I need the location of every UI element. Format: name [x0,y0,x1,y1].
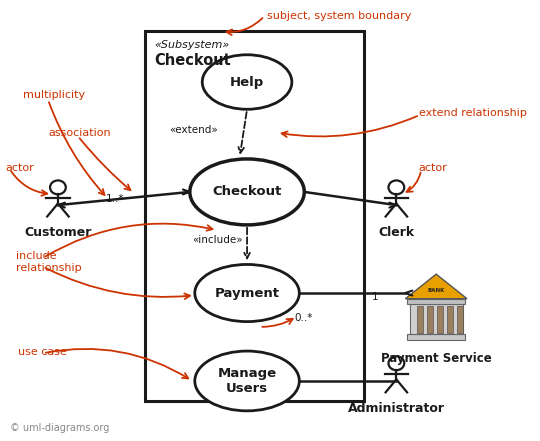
Text: «include»: «include» [192,235,242,245]
Text: Payment: Payment [214,287,280,299]
Text: association: association [48,127,111,138]
Text: «extend»: «extend» [170,125,218,135]
Text: 1..*: 1..* [106,194,125,204]
Ellipse shape [195,265,299,321]
Text: Checkout: Checkout [154,52,231,67]
Text: Customer: Customer [24,226,92,239]
Text: «Subsystem»: «Subsystem» [154,40,230,50]
Text: Clerk: Clerk [379,226,414,239]
Text: © uml-diagrams.org: © uml-diagrams.org [10,423,109,433]
Bar [410,304,463,334]
Text: BANK: BANK [428,288,445,293]
Text: Payment Service: Payment Service [381,351,491,365]
Text: Administrator: Administrator [348,402,445,415]
Text: Manage
Users: Manage Users [218,367,276,395]
Text: Help: Help [230,75,264,89]
Text: extend relationship: extend relationship [418,108,526,118]
Polygon shape [406,274,467,299]
Bar [407,334,465,340]
Bar [417,306,423,333]
Ellipse shape [190,159,304,225]
Bar [145,31,364,401]
Text: multiplicity: multiplicity [23,90,85,100]
Bar [437,306,443,333]
Ellipse shape [202,55,292,109]
Text: use case: use case [18,348,67,357]
Ellipse shape [195,351,299,411]
Text: 1: 1 [372,292,378,303]
Text: 0..*: 0..* [294,313,313,323]
Text: actor: actor [6,163,35,173]
Bar [447,306,453,333]
Bar [457,306,463,333]
Text: include
relationship: include relationship [16,251,81,273]
Text: subject, system boundary: subject, system boundary [267,11,411,21]
Text: Checkout: Checkout [212,185,282,198]
Bar [427,306,433,333]
Bar [407,299,465,304]
Text: actor: actor [418,163,448,173]
